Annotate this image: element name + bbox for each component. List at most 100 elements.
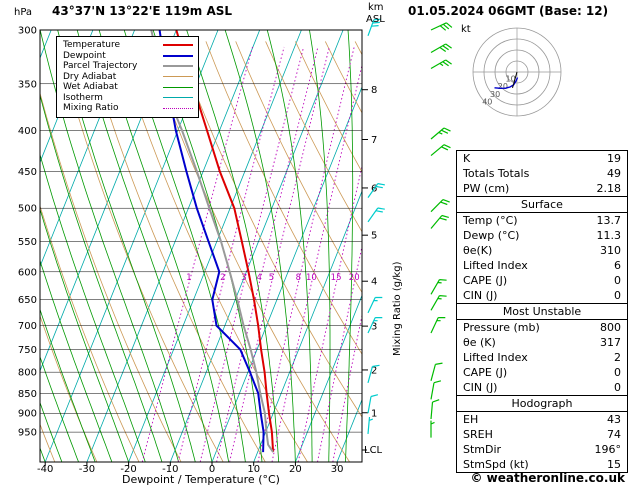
- legend-item: Dry Adiabat: [63, 72, 193, 83]
- table-value: 19: [607, 152, 621, 165]
- pressure-tick-label: 450: [18, 167, 37, 178]
- wind-barb: [367, 364, 380, 384]
- wind-barb: [430, 380, 442, 400]
- legend-item: Parcel Trajectory: [63, 61, 193, 72]
- table-value: 6: [614, 259, 621, 272]
- wind-barb: [430, 43, 452, 54]
- hodograph-unit-label: kt: [461, 24, 471, 35]
- wind-barb: [367, 183, 385, 198]
- hodograph-ring: [505, 60, 529, 84]
- mixing-ratio-value: 2: [220, 273, 225, 283]
- parcel-trajectory-line: [150, 30, 274, 453]
- km-tick-label: 8: [371, 85, 377, 96]
- table-label: CAPE (J): [463, 366, 508, 379]
- table-value: 0: [614, 274, 621, 287]
- table-row: Pressure (mb) 800: [457, 320, 627, 335]
- table-value: 800: [600, 321, 621, 334]
- legend-line-sample: [163, 54, 193, 57]
- x-tick-label: 20: [289, 464, 302, 475]
- pressure-tick-label: 950: [18, 428, 37, 439]
- x-tick-label: -10: [162, 464, 178, 475]
- dry-adiabat-lines: [40, 41, 362, 462]
- table-value: 0: [614, 289, 621, 302]
- wind-barb: [430, 399, 440, 420]
- hodograph-ring: [494, 49, 540, 95]
- mixing-ratio-value: 8: [296, 273, 301, 283]
- pressure-axis-unit: hPa: [14, 7, 33, 18]
- legend-line-sample: [163, 76, 193, 78]
- table-value: 49: [607, 167, 621, 180]
- table-label: CIN (J): [463, 381, 498, 394]
- sounding-profiles: [150, 30, 275, 453]
- table-row: Lifted Index 6: [457, 258, 627, 273]
- wind-barb: [430, 199, 450, 213]
- legend-label: Temperature: [63, 40, 121, 51]
- table-label: Temp (°C): [463, 214, 518, 227]
- station-title: 43°37'N 13°22'E 119m ASL: [52, 4, 233, 18]
- wind-barb: [430, 59, 452, 70]
- table-section-title: Surface: [457, 196, 627, 213]
- km-tick-label: 4: [371, 277, 377, 288]
- x-tick-label: 0: [209, 464, 215, 475]
- table-label: StmSpd (kt): [463, 458, 529, 471]
- indices-table: K 19 Totals Totals 49 PW (cm) 2.18 Surface Temp…: [456, 150, 628, 473]
- mixing-ratio-value: 20: [349, 273, 360, 283]
- wind-barb: [430, 362, 443, 381]
- table-value: 196°: [594, 443, 622, 456]
- mixing-ratio-axis-label: Mixing Ratio (g/kg): [392, 261, 403, 356]
- legend-item: Wet Adiabat: [63, 82, 193, 93]
- wind-barbs-outer: [430, 22, 453, 438]
- legend-label: Wet Adiabat: [63, 82, 118, 93]
- mixing-ratio-value: 10: [306, 273, 317, 283]
- pressure-tick-label: 350: [18, 79, 37, 90]
- pressure-tick-label: 600: [18, 267, 37, 278]
- table-row: EH 43: [457, 412, 627, 427]
- lcl-label: LCL: [364, 445, 383, 456]
- legend-item: Mixing Ratio: [63, 103, 193, 114]
- km-tick-label: 7: [371, 135, 377, 146]
- pressure-tick-label: 850: [18, 389, 37, 400]
- wind-barb: [430, 279, 447, 295]
- mixing-ratio-value: 15: [331, 273, 342, 283]
- table-value: 310: [600, 244, 621, 257]
- table-value: 74: [607, 428, 621, 441]
- table-section-title: Hodograph: [457, 395, 627, 412]
- km-tick-label: 1: [371, 408, 377, 419]
- mixing-ratio-value: 3: [241, 273, 246, 283]
- wind-barb: [430, 214, 449, 229]
- table-value: 2.18: [596, 182, 622, 195]
- table-row: StmDir 196°: [457, 442, 627, 457]
- table-value: 13.7: [596, 214, 622, 227]
- storm-motion-vector: [512, 71, 518, 89]
- table-row: Dewp (°C) 11.3: [457, 228, 627, 243]
- table-label: Lifted Index: [463, 259, 528, 272]
- hodograph-ring: [472, 27, 562, 117]
- x-axis-ticks: -40 -30 -20 -10 0 10 20 30: [37, 462, 343, 475]
- x-tick-label: -30: [79, 464, 95, 475]
- altitude-axis-unit-asl: ASL: [366, 14, 385, 25]
- dewpoint-line: [158, 30, 265, 453]
- table-row: Totals Totals 49: [457, 166, 627, 181]
- table-label: Totals Totals: [463, 167, 530, 180]
- wind-barb: [430, 144, 451, 157]
- copyright: © weatheronline.co.uk: [470, 471, 625, 485]
- table-row: Temp (°C) 13.7: [457, 213, 627, 228]
- pressure-tick-label: 300: [18, 26, 37, 37]
- x-tick-label: -20: [120, 464, 136, 475]
- mixing-ratio-lines: [141, 46, 362, 462]
- legend-line-sample: [163, 65, 193, 68]
- wind-barb: [430, 295, 447, 311]
- legend-item: Dewpoint: [63, 51, 193, 62]
- km-tick-label: 3: [371, 322, 377, 333]
- table-value: 0: [614, 381, 621, 394]
- legend-label: Mixing Ratio: [63, 103, 119, 114]
- table-row: CIN (J) 0: [457, 288, 627, 303]
- mixing-ratio-labels: 1 2 3 4 5 8 10 15 20: [186, 273, 359, 283]
- table-label: CIN (J): [463, 289, 498, 302]
- pressure-tick-label: 550: [18, 237, 37, 248]
- pressure-tick-label: 800: [18, 368, 37, 379]
- wind-barb: [367, 317, 383, 334]
- hodograph-ring-label: 20: [498, 82, 508, 91]
- hodograph-trace: [494, 77, 519, 90]
